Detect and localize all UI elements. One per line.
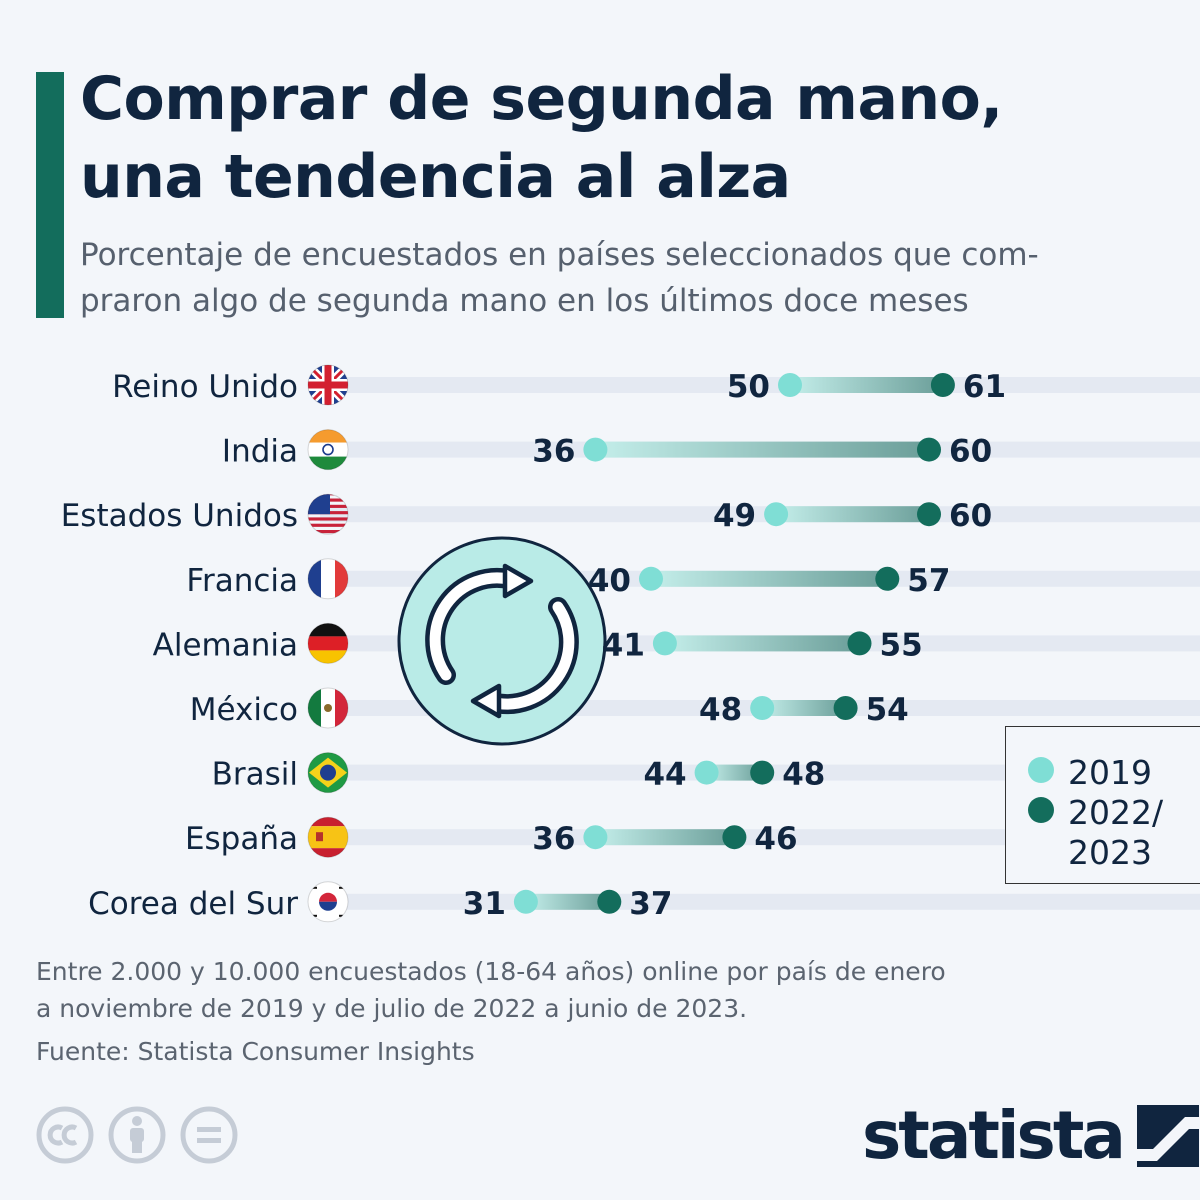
change-bar (651, 570, 888, 587)
value-label-2022: 60 (949, 434, 992, 470)
cc-icon[interactable] (36, 1106, 94, 1164)
value-label-2022: 54 (866, 692, 909, 728)
dot-2022 (833, 696, 858, 720)
south-korea-flag-icon (307, 881, 349, 923)
legend-dot-2022 (1028, 797, 1054, 823)
page-title: Comprar de segunda mano, una tendencia a… (80, 60, 1170, 216)
dot-2022 (930, 373, 955, 397)
legend-label-2019: 2019 (1068, 753, 1152, 792)
license-icons (36, 1106, 238, 1164)
value-label-2019: 49 (713, 498, 756, 534)
france-flag-icon (307, 558, 349, 600)
value-label-2019: 41 (602, 627, 645, 663)
category-label: Reino Unido (112, 369, 298, 405)
row-band (320, 506, 1200, 523)
brand-name: statista (862, 1097, 1126, 1174)
value-label-2022: 37 (629, 886, 672, 922)
title-line-2: una tendencia al alza (80, 142, 791, 212)
legend-label-2022: 2022/ 2023 (1068, 793, 1178, 873)
dot-2022 (875, 566, 900, 591)
value-label-2019: 44 (643, 757, 686, 793)
dot-2019 (694, 760, 719, 785)
dot-2019 (583, 437, 608, 462)
category-label: Corea del Sur (88, 886, 298, 922)
usa-flag-icon (307, 493, 349, 535)
value-label-2022: 57 (907, 563, 950, 599)
dot-2019 (750, 696, 775, 720)
change-bar (706, 764, 763, 781)
legend-item-2022: 2022/ 2023 (1028, 793, 1178, 873)
footnote-line-1: Entre 2.000 y 10.000 encuestados (18-64 … (36, 957, 946, 986)
value-label-2022: 46 (754, 821, 797, 857)
subtitle-line-2: praron algo de segunda mano en los últim… (80, 283, 969, 319)
dot-2019 (778, 373, 802, 397)
accent-bar (36, 72, 64, 318)
value-label-2019: 36 (532, 434, 575, 470)
footnote: Entre 2.000 y 10.000 encuestados (18-64 … (36, 953, 1136, 1027)
category-label: España (185, 821, 298, 857)
dot-2019 (513, 889, 538, 914)
dot-2022 (597, 889, 622, 914)
statista-brand[interactable]: statista (862, 1098, 1199, 1174)
value-label-2019: 48 (699, 692, 742, 728)
category-label: Alemania (153, 627, 298, 663)
row-band (320, 893, 1200, 910)
change-bar (664, 635, 860, 652)
legend: 2019 2022/ 2023 (1005, 726, 1200, 884)
dot-2019 (764, 502, 789, 527)
dot-2019 (652, 631, 677, 656)
mexico-flag-icon (307, 687, 349, 729)
subtitle-line-1: Porcentaje de encuestados en países sele… (80, 237, 1039, 273)
value-label-2022: 55 (880, 627, 923, 663)
footnote-line-2: a noviembre de 2019 y de julio de 2022 a… (36, 994, 748, 1023)
brazil-flag-icon (307, 752, 349, 794)
value-label-2022: 48 (782, 757, 825, 793)
legend-dot-2019 (1028, 757, 1054, 783)
value-label-2022: 60 (949, 498, 992, 534)
value-label-2019: 31 (463, 886, 506, 922)
germany-flag-icon (307, 622, 349, 664)
uk-flag-icon (307, 364, 349, 406)
spain-flag-icon (307, 816, 349, 858)
row-band (320, 377, 1200, 393)
category-label: Brasil (212, 757, 298, 793)
change-bar (595, 441, 929, 458)
category-label: India (222, 434, 298, 470)
source-note: Fuente: Statista Consumer Insights (36, 1037, 475, 1066)
dot-2022 (917, 437, 941, 462)
value-label-2019: 50 (727, 369, 770, 405)
change-bar (525, 893, 610, 910)
dot-2022 (917, 502, 941, 527)
change-bar (776, 506, 929, 523)
subtitle: Porcentaje de encuestados en países sele… (80, 232, 1180, 324)
legend-item-2019: 2019 (1028, 753, 1178, 793)
dot-2022 (722, 825, 747, 850)
change-bar (762, 700, 846, 716)
dot-2019 (639, 566, 663, 591)
value-label-2022: 61 (963, 369, 1006, 405)
category-label: México (190, 692, 298, 728)
india-flag-icon (307, 429, 349, 471)
recycle-arrows-icon (397, 536, 607, 746)
dot-2019 (583, 825, 608, 850)
title-line-1: Comprar de segunda mano, (80, 64, 1003, 134)
dot-2022 (847, 631, 872, 656)
legend-label-2022-line2: 2023 (1068, 833, 1152, 872)
category-label: Estados Unidos (61, 498, 298, 534)
no-derivatives-icon[interactable] (180, 1106, 238, 1164)
statista-logo-icon (1136, 1105, 1199, 1167)
attribution-icon[interactable] (108, 1106, 166, 1164)
legend-label-2022-line1: 2022/ (1068, 793, 1164, 832)
value-label-2019: 40 (588, 563, 631, 599)
change-bar (790, 377, 943, 393)
value-label-2019: 36 (532, 821, 575, 857)
row-band (320, 829, 1200, 846)
dot-2022 (750, 760, 775, 785)
change-bar (595, 829, 735, 846)
category-label: Francia (186, 563, 298, 599)
